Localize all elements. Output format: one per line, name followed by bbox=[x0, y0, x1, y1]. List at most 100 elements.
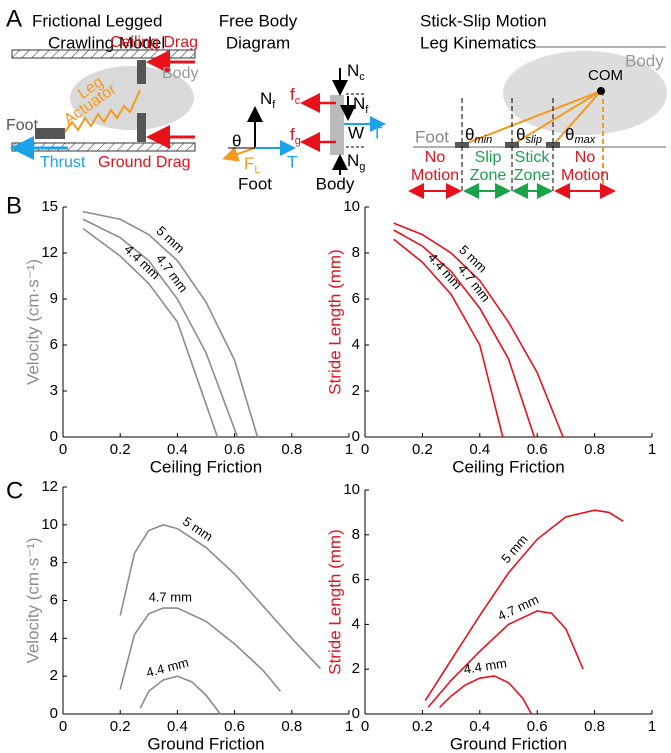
label: Ground Drag bbox=[98, 154, 191, 171]
label: Body bbox=[625, 51, 664, 70]
curve bbox=[119, 607, 281, 692]
curve bbox=[427, 610, 584, 708]
curve-label: 4.4 mm bbox=[145, 655, 191, 681]
label: Foot bbox=[238, 174, 272, 193]
fbd-title: Diagram bbox=[226, 33, 290, 52]
symbol: θ bbox=[565, 125, 574, 144]
fbd-title: Free Body bbox=[219, 11, 298, 30]
x-axis-label: Ground Friction bbox=[147, 734, 264, 753]
y-tick-label: 8 bbox=[352, 244, 360, 261]
y-axis-label: Stride Length (mm) bbox=[325, 529, 344, 675]
symbol: f bbox=[290, 85, 295, 104]
x-tick-label: 0.2 bbox=[412, 441, 433, 458]
zone-label: Zone bbox=[470, 167, 507, 184]
curve-label: 5 mm bbox=[180, 514, 215, 544]
x-tick-label: 0.2 bbox=[110, 718, 131, 735]
y-tick-label: 9 bbox=[50, 290, 58, 307]
force-label: fc bbox=[290, 85, 301, 106]
x-tick-label: 1 bbox=[345, 441, 353, 458]
body-shape bbox=[70, 66, 194, 130]
arrow bbox=[222, 146, 256, 162]
y-tick-label: 8 bbox=[352, 526, 360, 543]
kinematics-title: Leg Kinematics bbox=[420, 33, 536, 52]
label: Thrust bbox=[40, 154, 86, 171]
y-tick-label: 0 bbox=[50, 705, 58, 722]
force-label: T bbox=[287, 152, 297, 171]
y-tick-label: 6 bbox=[50, 591, 58, 608]
y-tick-label: 3 bbox=[50, 382, 58, 399]
x-tick-label: 0.8 bbox=[281, 718, 302, 735]
curve bbox=[119, 523, 321, 670]
curve-label: 4.7 mm bbox=[149, 590, 192, 605]
y-tick-label: 0 bbox=[50, 428, 58, 445]
leg-spring bbox=[64, 89, 141, 133]
force-label: Nc bbox=[347, 61, 365, 82]
y-tick-label: 4 bbox=[352, 336, 360, 353]
foot-shape bbox=[35, 128, 65, 139]
subscript: L bbox=[254, 164, 260, 176]
y-tick-label: 12 bbox=[41, 478, 58, 495]
x-axis-label: Ceiling Friction bbox=[150, 457, 262, 476]
label: Foot bbox=[415, 127, 449, 146]
subscript: f bbox=[365, 104, 369, 116]
zone-label: No bbox=[575, 149, 596, 166]
x-tick-label: 0 bbox=[59, 441, 67, 458]
curve bbox=[82, 218, 239, 438]
y-tick-label: 4 bbox=[352, 615, 360, 632]
y-tick-label: 4 bbox=[50, 629, 58, 646]
force-label: Nf bbox=[353, 94, 369, 115]
y-tick-label: 8 bbox=[50, 554, 58, 571]
curve bbox=[439, 675, 533, 715]
y-tick-label: 2 bbox=[352, 382, 360, 399]
curve-label: 4.4 mm bbox=[463, 655, 508, 677]
y-tick-label: 12 bbox=[41, 244, 58, 261]
y-tick-label: 2 bbox=[352, 660, 360, 677]
x-tick-label: 0.6 bbox=[527, 441, 548, 458]
x-tick-label: 1 bbox=[345, 718, 353, 735]
curve bbox=[424, 509, 624, 701]
y-tick-label: 6 bbox=[352, 290, 360, 307]
y-axis-label: Velocity (cm·s⁻¹) bbox=[23, 259, 42, 385]
zone-label: Motion bbox=[411, 167, 459, 184]
x-tick-label: 0.4 bbox=[469, 718, 490, 735]
symbol: F bbox=[244, 154, 254, 173]
y-axis-label: Stride Length (mm) bbox=[325, 249, 344, 395]
zone-label: Zone bbox=[514, 167, 551, 184]
x-tick-label: 0.4 bbox=[469, 441, 490, 458]
subscript: f bbox=[272, 99, 276, 111]
x-tick-label: 0 bbox=[361, 718, 369, 735]
y-tick-label: 10 bbox=[343, 481, 360, 498]
x-tick-label: 0.8 bbox=[281, 441, 302, 458]
force-label: W bbox=[348, 123, 364, 142]
zone-label: Slip bbox=[475, 149, 502, 166]
zone-label: Motion bbox=[561, 167, 609, 184]
subscript: g bbox=[295, 135, 301, 147]
y-tick-label: 10 bbox=[343, 198, 360, 215]
x-tick-label: 1 bbox=[648, 718, 656, 735]
x-tick-label: 0.8 bbox=[584, 718, 605, 735]
x-tick-label: 0.6 bbox=[527, 718, 548, 735]
foot-shape bbox=[546, 142, 560, 148]
force-label: Nf bbox=[260, 89, 276, 110]
actuator-top bbox=[137, 60, 146, 84]
label: Body bbox=[162, 65, 198, 82]
subscript: max bbox=[574, 134, 595, 146]
curve bbox=[82, 227, 219, 438]
subscript: slip bbox=[525, 134, 542, 146]
leg-line bbox=[511, 90, 602, 146]
force-label: Ng bbox=[347, 151, 365, 172]
zone-label: No bbox=[425, 149, 446, 166]
y-tick-label: 15 bbox=[41, 198, 58, 215]
label: COM bbox=[588, 67, 623, 84]
y-tick-label: 6 bbox=[50, 336, 58, 353]
actuator-bottom bbox=[137, 113, 146, 142]
angle-label: θmin bbox=[465, 125, 492, 145]
com-dot bbox=[597, 87, 605, 95]
x-axis-label: Ground Friction bbox=[450, 734, 567, 753]
crawling-model: Frictional Legged Crawling Model Ceiling… bbox=[6, 11, 198, 171]
x-tick-label: 1 bbox=[648, 441, 656, 458]
symbol: θ bbox=[516, 125, 525, 144]
y-axis-label: Velocity (cm·s⁻¹) bbox=[23, 537, 42, 663]
model-title: Frictional Legged bbox=[32, 11, 162, 30]
